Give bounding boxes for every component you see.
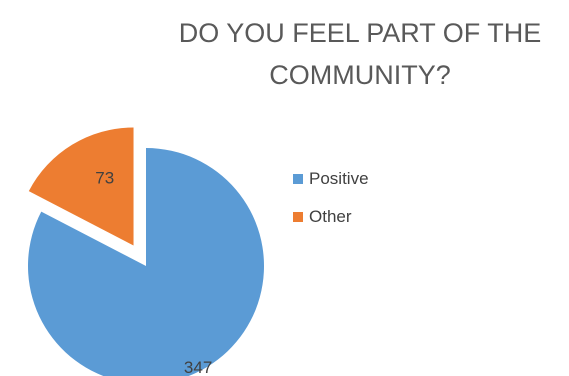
- legend-item-positive: Positive: [293, 168, 369, 190]
- legend-label-positive: Positive: [309, 169, 369, 188]
- legend-label-other: Other: [309, 207, 352, 226]
- legend: Positive Other: [293, 168, 369, 244]
- legend-item-other: Other: [293, 206, 369, 228]
- data-label-positive: 347: [184, 358, 212, 376]
- chart-title-line-2: COMMUNITY?: [269, 60, 451, 90]
- legend-swatch-other: [293, 212, 303, 222]
- chart-title-line-1: DO YOU FEEL PART OF THE: [178, 18, 542, 48]
- pie-slice-other: [28, 127, 134, 246]
- data-label-other: 73: [95, 168, 114, 187]
- pie-slice-positive: [28, 148, 264, 376]
- legend-swatch-positive: [293, 174, 303, 184]
